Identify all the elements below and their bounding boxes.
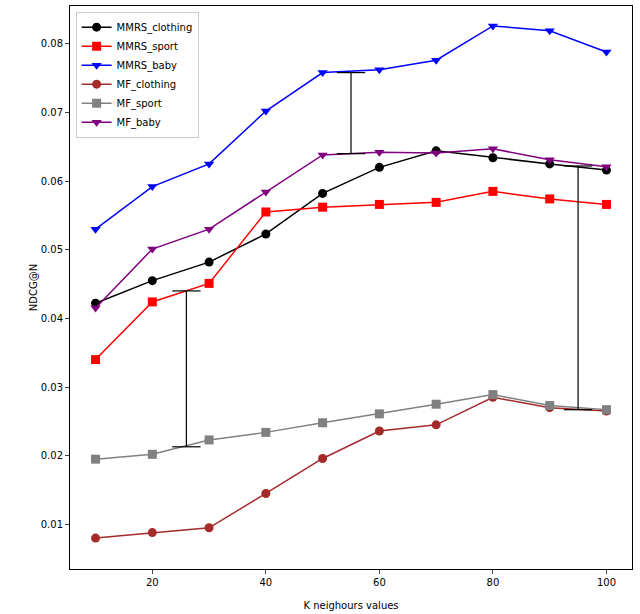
svg-text:K neighours values: K neighours values [303, 600, 398, 611]
svg-text:MF_baby: MF_baby [117, 117, 161, 129]
svg-text:20: 20 [146, 577, 159, 588]
svg-text:100: 100 [597, 577, 616, 588]
svg-text:0.07: 0.07 [41, 107, 63, 118]
svg-text:0.01: 0.01 [41, 519, 63, 530]
svg-text:0.08: 0.08 [41, 38, 63, 49]
svg-text:0.04: 0.04 [41, 313, 63, 324]
svg-text:NDCG@N: NDCG@N [28, 264, 39, 311]
svg-text:0.06: 0.06 [41, 176, 63, 187]
svg-text:0.03: 0.03 [41, 382, 63, 393]
svg-text:MF_sport: MF_sport [117, 98, 162, 110]
svg-text:40: 40 [259, 577, 272, 588]
svg-text:MMRS_clothing: MMRS_clothing [117, 22, 193, 34]
svg-text:MF_clothing: MF_clothing [117, 79, 176, 91]
svg-text:0.02: 0.02 [41, 450, 63, 461]
svg-text:MMRS_sport: MMRS_sport [117, 41, 178, 53]
svg-text:0.05: 0.05 [41, 244, 63, 255]
svg-text:MMRS_baby: MMRS_baby [117, 60, 177, 72]
svg-text:80: 80 [487, 577, 500, 588]
svg-text:60: 60 [373, 577, 386, 588]
